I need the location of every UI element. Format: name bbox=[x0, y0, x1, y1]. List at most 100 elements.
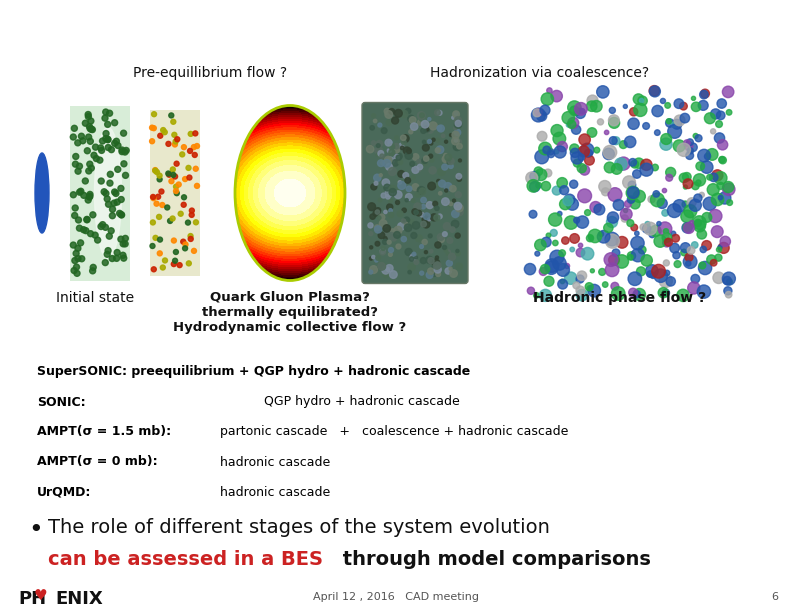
Circle shape bbox=[91, 152, 97, 159]
Circle shape bbox=[570, 247, 574, 252]
Circle shape bbox=[609, 107, 615, 113]
Circle shape bbox=[429, 158, 434, 162]
Circle shape bbox=[436, 179, 440, 183]
Circle shape bbox=[645, 264, 658, 277]
Circle shape bbox=[419, 188, 425, 195]
Circle shape bbox=[382, 179, 390, 186]
Circle shape bbox=[717, 182, 724, 190]
Circle shape bbox=[386, 157, 394, 165]
Circle shape bbox=[710, 129, 716, 134]
Circle shape bbox=[369, 232, 373, 236]
Circle shape bbox=[704, 153, 710, 160]
Circle shape bbox=[398, 182, 406, 190]
Circle shape bbox=[438, 168, 445, 176]
Circle shape bbox=[664, 103, 671, 108]
Circle shape bbox=[383, 239, 387, 244]
Circle shape bbox=[570, 148, 580, 157]
Text: hadronic cascade: hadronic cascade bbox=[220, 485, 330, 499]
Circle shape bbox=[422, 144, 429, 151]
Circle shape bbox=[683, 223, 695, 233]
Circle shape bbox=[105, 196, 110, 202]
Circle shape bbox=[388, 140, 392, 144]
Circle shape bbox=[671, 231, 676, 236]
Circle shape bbox=[541, 93, 554, 105]
Circle shape bbox=[604, 130, 609, 135]
Circle shape bbox=[153, 236, 158, 241]
Circle shape bbox=[640, 224, 646, 231]
Circle shape bbox=[451, 220, 459, 228]
Circle shape bbox=[151, 196, 156, 201]
Circle shape bbox=[537, 111, 546, 121]
Circle shape bbox=[375, 225, 380, 231]
Circle shape bbox=[576, 248, 584, 257]
Circle shape bbox=[383, 233, 389, 239]
Circle shape bbox=[453, 143, 461, 151]
Circle shape bbox=[605, 232, 619, 246]
Circle shape bbox=[421, 204, 425, 209]
Circle shape bbox=[580, 109, 585, 114]
Circle shape bbox=[627, 252, 636, 260]
Circle shape bbox=[396, 244, 401, 249]
Circle shape bbox=[683, 179, 693, 188]
Circle shape bbox=[545, 259, 558, 272]
Circle shape bbox=[75, 256, 81, 261]
Circle shape bbox=[78, 188, 84, 194]
Circle shape bbox=[421, 258, 426, 264]
Circle shape bbox=[447, 260, 452, 266]
Circle shape bbox=[611, 163, 622, 174]
Circle shape bbox=[604, 253, 618, 266]
Circle shape bbox=[374, 174, 381, 181]
Circle shape bbox=[388, 253, 392, 256]
Circle shape bbox=[105, 248, 111, 253]
Circle shape bbox=[628, 118, 639, 129]
Circle shape bbox=[391, 117, 398, 124]
Circle shape bbox=[113, 255, 120, 261]
Circle shape bbox=[540, 264, 550, 274]
Circle shape bbox=[686, 152, 694, 160]
Circle shape bbox=[382, 266, 390, 274]
Circle shape bbox=[183, 176, 188, 182]
Text: AMPT(σ = 1.5 mb):: AMPT(σ = 1.5 mb): bbox=[37, 425, 171, 439]
Circle shape bbox=[409, 162, 415, 166]
Circle shape bbox=[581, 143, 594, 157]
Circle shape bbox=[704, 113, 715, 124]
Circle shape bbox=[193, 220, 199, 225]
Circle shape bbox=[608, 255, 619, 266]
Circle shape bbox=[371, 184, 377, 190]
Circle shape bbox=[542, 237, 551, 247]
Circle shape bbox=[109, 147, 115, 152]
Circle shape bbox=[711, 193, 724, 206]
Circle shape bbox=[370, 246, 373, 249]
Circle shape bbox=[557, 264, 569, 277]
Circle shape bbox=[120, 130, 127, 136]
Circle shape bbox=[155, 194, 161, 200]
Circle shape bbox=[607, 217, 618, 228]
Circle shape bbox=[426, 201, 433, 209]
Circle shape bbox=[687, 198, 696, 207]
Circle shape bbox=[634, 288, 645, 300]
Circle shape bbox=[415, 193, 420, 197]
Circle shape bbox=[694, 220, 706, 232]
Circle shape bbox=[173, 139, 178, 144]
Circle shape bbox=[367, 203, 375, 211]
Circle shape bbox=[456, 250, 459, 253]
Circle shape bbox=[416, 211, 421, 216]
Circle shape bbox=[166, 141, 171, 146]
Circle shape bbox=[710, 109, 721, 119]
Circle shape bbox=[153, 168, 158, 173]
Circle shape bbox=[584, 210, 591, 215]
Circle shape bbox=[375, 241, 380, 246]
Circle shape bbox=[398, 171, 405, 177]
Circle shape bbox=[450, 270, 457, 277]
Circle shape bbox=[401, 146, 404, 150]
Circle shape bbox=[103, 130, 109, 136]
Circle shape bbox=[620, 208, 632, 220]
Circle shape bbox=[178, 211, 183, 216]
Circle shape bbox=[572, 125, 581, 134]
Circle shape bbox=[718, 245, 722, 249]
Circle shape bbox=[78, 240, 84, 246]
Circle shape bbox=[71, 125, 78, 132]
Circle shape bbox=[430, 214, 437, 221]
Circle shape bbox=[404, 194, 407, 198]
Circle shape bbox=[700, 246, 706, 253]
